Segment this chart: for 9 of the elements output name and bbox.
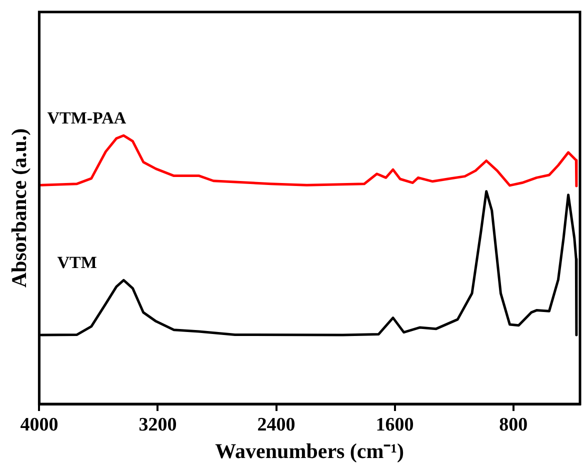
series-label: VTM	[57, 253, 97, 272]
x-tick-label: 800	[499, 414, 528, 436]
x-tick-label: 1600	[376, 414, 414, 436]
y-axis-title: Absorbance (a.u.)	[7, 128, 32, 288]
series-label: VTM-PAA	[47, 108, 127, 128]
x-tick-label: 3200	[138, 414, 177, 436]
x-axis-title: Wavenumbers (cm⁻¹)	[215, 438, 404, 463]
x-tick-label: 2400	[257, 414, 296, 436]
x-tick-label: 4000	[20, 414, 58, 436]
